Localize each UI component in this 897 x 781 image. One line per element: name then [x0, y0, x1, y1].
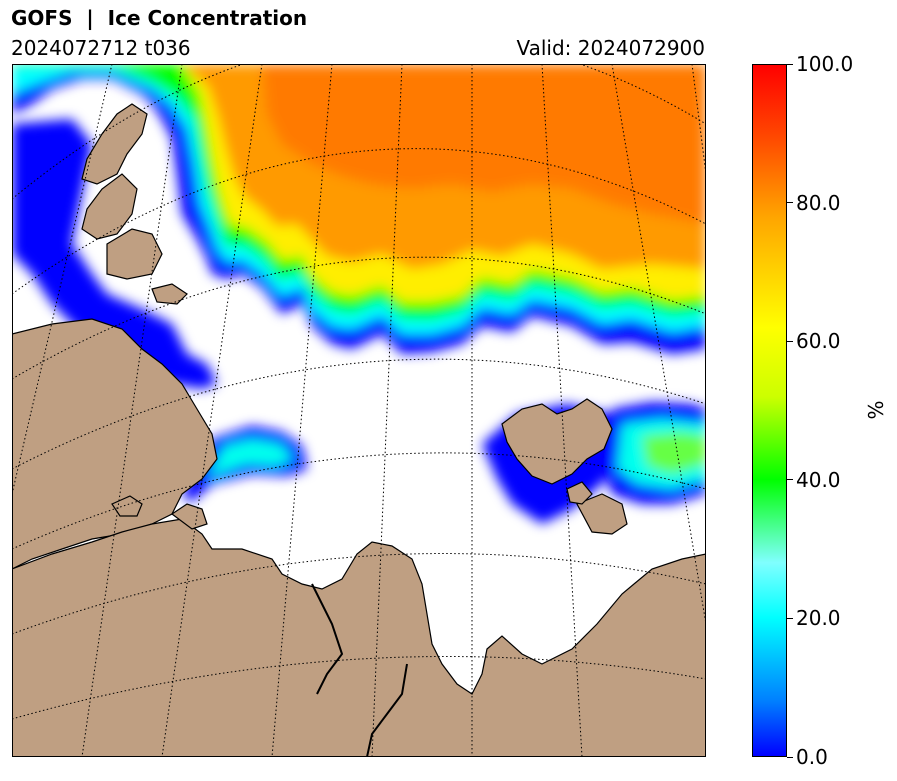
land	[12, 103, 706, 757]
rivers	[311, 583, 408, 757]
ice-east-patch-high	[642, 432, 706, 474]
colorbar-unit-label: %	[864, 400, 888, 420]
land-island-west-b	[151, 283, 188, 305]
ice-barents-patch-mid	[207, 439, 294, 479]
colorbar-tick-label-5: 100.0	[796, 52, 854, 76]
colorbar-tick-label-4: 80.0	[796, 190, 841, 215]
ice-band-high	[262, 64, 706, 224]
ice-band-low-west	[12, 119, 217, 389]
valid-time-label: Valid: 2024072900	[516, 36, 705, 60]
graticule	[12, 64, 706, 757]
colorbar-tick-label-3: 60.0	[796, 329, 841, 354]
land-mainland-south	[12, 518, 706, 757]
colorbar-tick-label-2: 40.0	[796, 467, 841, 492]
colorbar-tick-5	[787, 63, 793, 65]
colorbar-tick-3	[787, 340, 793, 342]
map-title: GOFS | Ice Concentration	[11, 6, 308, 30]
colorbar	[752, 64, 787, 757]
colorbar-tick-0	[787, 756, 793, 758]
land-white-sea-island	[111, 495, 143, 517]
land-kola-peninsula	[170, 503, 208, 530]
colorbar-tick-label-1: 20.0	[796, 606, 841, 631]
land-svalbard-east	[576, 493, 628, 535]
land-svalbard-small	[566, 481, 593, 505]
ice-field	[12, 64, 706, 524]
land-island-west-a	[106, 228, 163, 280]
land-franz-josef	[501, 398, 613, 485]
colorbar-tick-2	[787, 479, 793, 481]
land-novaya-zemlya-north	[81, 103, 148, 185]
colorbar-tick-label-0: 0.0	[796, 745, 828, 769]
river-south	[366, 663, 408, 757]
run-time-label: 2024072712 t036	[11, 36, 191, 60]
land-west-coast	[12, 318, 218, 570]
colorbar-tick-1	[787, 617, 793, 619]
colorbar-tick-4	[787, 202, 793, 204]
river-north	[311, 583, 344, 695]
ice-concentration-map[interactable]	[12, 64, 706, 757]
